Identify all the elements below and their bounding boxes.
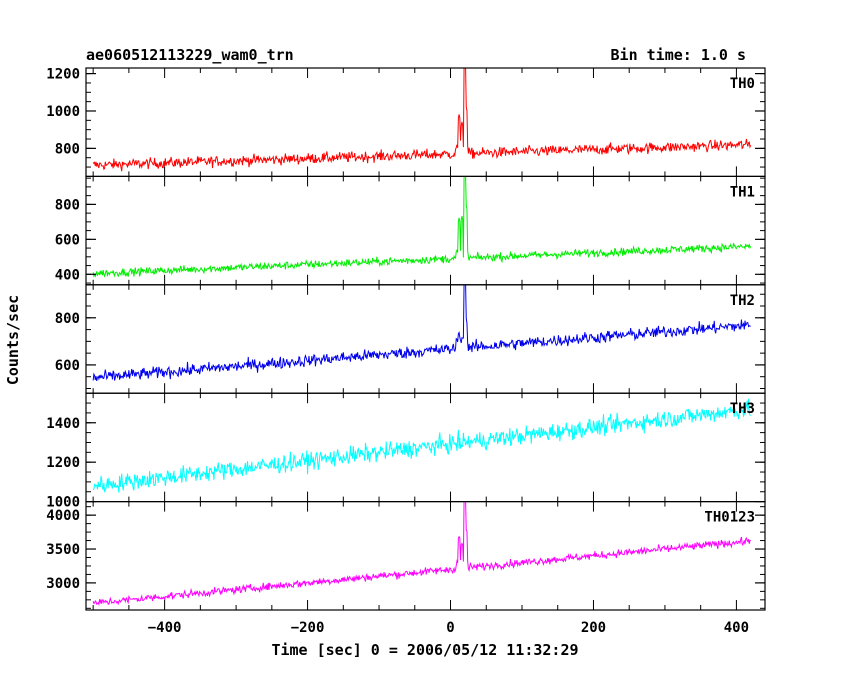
y-tick-label: 800 xyxy=(55,197,80,213)
panel-frame xyxy=(85,284,766,394)
panels-group: 80010001200TH0400600800TH1600800TH210001… xyxy=(46,67,766,611)
y-tick-label: 1400 xyxy=(46,416,80,432)
panel-th3: 1000 1200 1400 TH3 xyxy=(46,392,766,511)
y-tick-label: 3000 xyxy=(46,576,80,592)
panel-name-label: TH0123 xyxy=(704,510,755,526)
x-tick-label: 400 xyxy=(724,620,749,636)
y-tick-label: 1200 xyxy=(46,455,80,471)
series-line-th2 xyxy=(92,284,751,381)
series-line-th0123 xyxy=(92,501,751,607)
bin-time-label: Bin time: 1.0 s xyxy=(611,46,746,64)
y-tick-label: 600 xyxy=(55,232,80,248)
x-axis: −400 −200 0 200 400 xyxy=(148,620,749,636)
panel-th2: 600 800 TH2 xyxy=(55,284,766,394)
y-tick-label: 1000 xyxy=(46,104,80,120)
y-tick-label: 3500 xyxy=(46,542,80,558)
y-tick-label: 1200 xyxy=(46,67,80,83)
panel-name-label: TH0 xyxy=(730,76,755,92)
chart-title: ae060512113229_wam0_trn xyxy=(86,46,294,64)
y-tick-label: 400 xyxy=(55,267,80,283)
y-axis-label: Counts/sec xyxy=(4,295,22,385)
panel-name-label: TH2 xyxy=(730,293,755,309)
y-tick-label: 800 xyxy=(55,311,80,327)
panel-th1: 400 600 800 TH1 xyxy=(55,175,766,286)
series-line-th1 xyxy=(92,176,752,278)
y-tick-label: 800 xyxy=(55,141,80,157)
y-tick-label: 4000 xyxy=(46,508,80,524)
y-tick-label: 600 xyxy=(55,358,80,374)
series-line-th3 xyxy=(92,398,752,493)
x-tick-label: 200 xyxy=(581,620,606,636)
panel-name-label: TH3 xyxy=(730,401,755,417)
x-tick-label: 0 xyxy=(446,620,454,636)
panel-frame xyxy=(85,501,766,611)
panel-name-label: TH1 xyxy=(730,184,755,200)
panel-th0: 800 1000 1200 TH0 xyxy=(46,67,766,178)
x-tick-label: −200 xyxy=(291,620,325,636)
panel-th0123: 3000 3500 4000 TH0123 xyxy=(46,501,766,611)
x-axis-label: Time [sec] 0 = 2006/05/12 11:32:29 xyxy=(271,641,578,659)
y-tick-label: 1000 xyxy=(46,495,80,511)
x-tick-label: −400 xyxy=(148,620,182,636)
series-line-th0 xyxy=(92,68,752,172)
